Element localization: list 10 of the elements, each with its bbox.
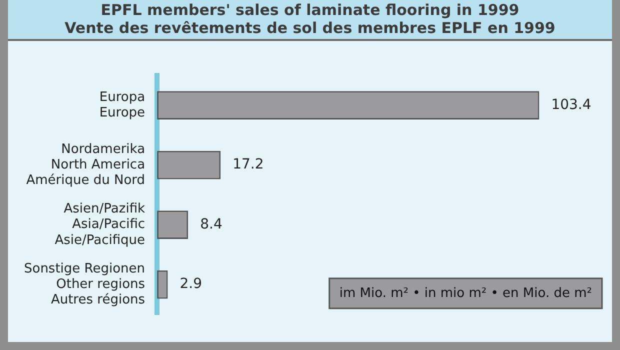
y-tick-label: Sonstige Regionen Other regions Autres régions xyxy=(24,261,146,308)
data-label: 2.9 xyxy=(180,276,202,292)
chart-title: EPFL members' sales of laminate flooring in 1999 Vente des revêtements de sol des membres EPLF en 1999 xyxy=(8,0,612,41)
y-tick-label: Asien/Pazifik Asia/Pacific Asie/Pacifique xyxy=(54,202,146,248)
data-label: 8.4 xyxy=(200,216,222,232)
data-label: 17.2 xyxy=(232,156,264,173)
y-tick-label: Europa Europe xyxy=(99,90,146,120)
annotation: im Mio. m² • in mio m² • en Mio. de m² xyxy=(339,286,592,301)
y-tick-label: Nordamerika North America Amérique du Nord xyxy=(26,142,146,188)
data-label: 103.4 xyxy=(551,96,592,113)
